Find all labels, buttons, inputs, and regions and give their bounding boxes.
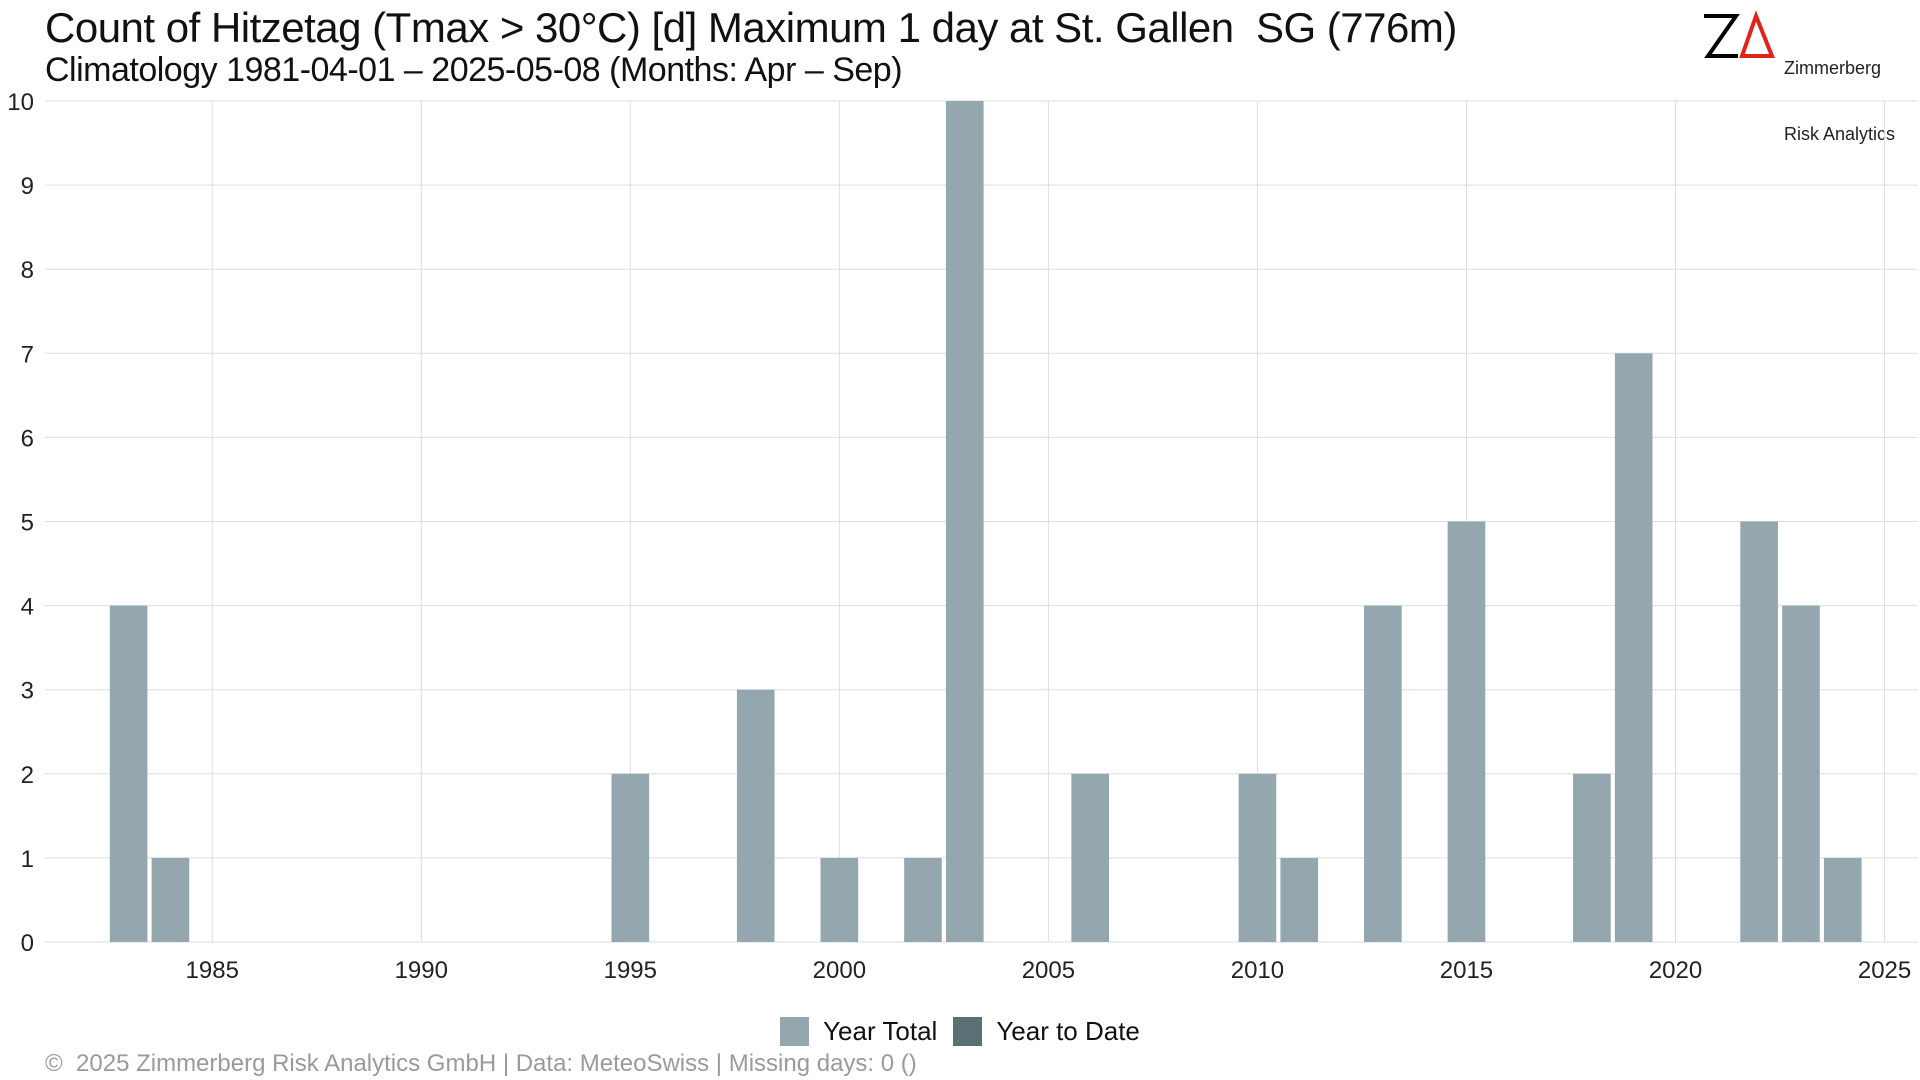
- bar-1998: [736, 689, 775, 942]
- chart-subtitle: Climatology 1981-04-01 – 2025-05-08 (Mon…: [45, 51, 903, 89]
- company-logo: Zimmerberg Risk Analytics: [1700, 10, 1900, 144]
- bar-1995: [611, 773, 650, 942]
- y-tick-label: 1: [21, 846, 34, 873]
- chart-legend: Year Total Year to Date: [0, 1016, 1920, 1047]
- x-tick-label: 1990: [395, 957, 448, 984]
- y-tick-label: 3: [21, 678, 34, 705]
- x-tick-label: 1995: [604, 957, 657, 984]
- y-tick-label: 4: [21, 594, 34, 621]
- x-tick-label: 2020: [1649, 957, 1702, 984]
- y-tick-label: 2: [21, 762, 34, 789]
- y-tick-label: 10: [7, 89, 34, 116]
- x-tick-label: 2005: [1022, 957, 1075, 984]
- x-axis-ticks: 1985 1990 1995 2000 2005 2010 2015 2020 2025: [186, 957, 1912, 984]
- legend-swatch-year-to-date: [953, 1017, 983, 1046]
- bar-2003: [945, 101, 984, 942]
- legend-item-year-to-date: Year to Date: [953, 1016, 1140, 1047]
- x-tick-label: 2000: [813, 957, 866, 984]
- copyright-footer: © 2025 Zimmerberg Risk Analytics GmbH | …: [45, 1050, 917, 1077]
- bar-2019: [1614, 353, 1653, 942]
- legend-label-year-to-date: Year to Date: [996, 1016, 1140, 1046]
- x-tick-label: 2025: [1858, 957, 1911, 984]
- bar-2010: [1238, 773, 1277, 942]
- bar-2013: [1364, 605, 1402, 942]
- bar-1984: [151, 857, 190, 942]
- bar-2011: [1280, 857, 1319, 942]
- logo-line-1: Zimmerberg: [1784, 58, 1882, 78]
- logo-line-2: Risk Analytics: [1784, 124, 1896, 144]
- bar-layer: [109, 101, 1862, 942]
- y-tick-label: 5: [21, 510, 34, 537]
- x-tick-label: 2010: [1231, 957, 1284, 984]
- y-tick-label: 8: [21, 257, 34, 284]
- chart-title: Count of Hitzetag (Tmax > 30°C) [d] Maxi…: [45, 4, 1457, 51]
- x-tick-label: 2015: [1440, 957, 1493, 984]
- bar-chart: 0 1 2 3 4 5 6 7 8 9 10 1985 1990 1995 2000 2005 2010 201…: [7, 89, 1918, 984]
- legend-swatch-year-total: [780, 1017, 810, 1046]
- bar-2018: [1573, 773, 1611, 942]
- y-tick-label: 7: [21, 341, 34, 368]
- bar-2015: [1447, 521, 1486, 942]
- bar-2002: [904, 857, 942, 942]
- bar-2006: [1071, 773, 1110, 942]
- bar-2022: [1740, 521, 1778, 942]
- x-tick-label: 1985: [186, 957, 239, 984]
- legend-label-year-total: Year Total: [823, 1016, 938, 1046]
- bar-2023: [1782, 605, 1820, 942]
- y-tick-label: 9: [21, 173, 34, 200]
- logo-mark-icon: [1704, 10, 1775, 58]
- y-axis-ticks: 0 1 2 3 4 5 6 7 8 9 10: [7, 89, 34, 957]
- bar-2000: [820, 857, 859, 942]
- bar-2024: [1823, 857, 1862, 942]
- legend-item-year-total: Year Total: [780, 1016, 937, 1047]
- y-tick-label: 0: [21, 930, 34, 957]
- logo-text: Zimmerberg Risk Analytics: [1784, 13, 1895, 189]
- y-tick-label: 6: [21, 425, 34, 452]
- bar-1983: [109, 605, 148, 942]
